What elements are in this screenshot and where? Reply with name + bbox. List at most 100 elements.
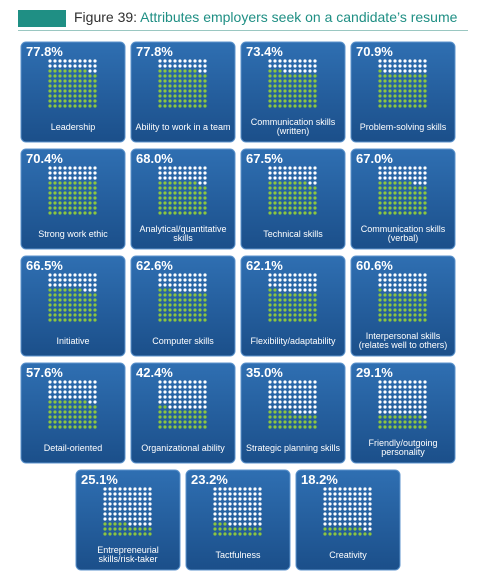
filled-dot [413, 303, 417, 307]
filled-dot [163, 405, 167, 409]
empty-dot [408, 283, 412, 287]
empty-dot [83, 385, 87, 389]
filled-dot [288, 74, 292, 78]
empty-dot [313, 283, 317, 287]
empty-dot [168, 283, 172, 287]
empty-dot [388, 400, 392, 404]
filled-dot [78, 318, 82, 322]
empty-dot [343, 512, 347, 516]
filled-dot [163, 196, 167, 200]
filled-dot [58, 211, 62, 215]
tile-attribute-label: skills [173, 233, 193, 243]
filled-dot [313, 94, 317, 98]
empty-dot [113, 492, 117, 496]
filled-dot [158, 196, 162, 200]
empty-dot [283, 390, 287, 394]
figure-rule [18, 30, 468, 31]
filled-dot [158, 206, 162, 210]
filled-dot [298, 308, 302, 312]
empty-dot [378, 390, 382, 394]
filled-dot [73, 94, 77, 98]
filled-dot [48, 84, 52, 88]
empty-dot [178, 176, 182, 180]
filled-dot [413, 415, 417, 419]
empty-dot [418, 166, 422, 170]
filled-dot [393, 181, 397, 185]
tile-attribute-label: Friendly/outgoing [368, 438, 437, 448]
empty-dot [423, 410, 427, 414]
filled-dot [158, 211, 162, 215]
empty-dot [418, 405, 422, 409]
filled-dot [268, 313, 272, 317]
filled-dot [398, 206, 402, 210]
empty-dot [323, 522, 327, 526]
filled-dot [63, 298, 67, 302]
empty-dot [363, 487, 367, 491]
filled-dot [198, 420, 202, 424]
empty-dot [398, 400, 402, 404]
tile-percent-label: 70.9% [356, 44, 393, 59]
filled-dot [303, 298, 307, 302]
empty-dot [293, 380, 297, 384]
filled-dot [423, 74, 427, 78]
filled-dot [398, 308, 402, 312]
tile-attribute-label: Communication skills [251, 117, 336, 127]
filled-dot [83, 201, 87, 205]
figure-caption: Figure 39: Attributes employers seek on … [74, 9, 457, 25]
filled-dot [293, 313, 297, 317]
empty-dot [268, 390, 272, 394]
filled-dot [163, 181, 167, 185]
filled-dot [408, 196, 412, 200]
filled-dot [73, 303, 77, 307]
filled-dot [408, 89, 412, 93]
empty-dot [293, 390, 297, 394]
empty-dot [378, 64, 382, 68]
filled-dot [83, 308, 87, 312]
empty-dot [303, 405, 307, 409]
empty-dot [328, 512, 332, 516]
empty-dot [133, 507, 137, 511]
empty-dot [298, 405, 302, 409]
filled-dot [378, 186, 382, 190]
filled-dot [278, 94, 282, 98]
empty-dot [278, 64, 282, 68]
filled-dot [308, 318, 312, 322]
filled-dot [73, 89, 77, 93]
filled-dot [188, 79, 192, 83]
empty-dot [393, 390, 397, 394]
filled-dot [58, 196, 62, 200]
filled-dot [53, 79, 57, 83]
empty-dot [243, 507, 247, 511]
empty-dot [248, 497, 252, 501]
empty-dot [173, 390, 177, 394]
empty-dot [423, 405, 427, 409]
filled-dot [383, 186, 387, 190]
filled-dot [168, 104, 172, 108]
filled-dot [128, 527, 132, 531]
empty-dot [243, 517, 247, 521]
empty-dot [298, 59, 302, 63]
filled-dot [183, 89, 187, 93]
empty-dot [223, 492, 227, 496]
filled-dot [388, 318, 392, 322]
filled-dot [288, 313, 292, 317]
filled-dot [188, 84, 192, 88]
empty-dot [198, 288, 202, 292]
filled-dot [203, 201, 207, 205]
empty-dot [68, 278, 72, 282]
filled-dot [378, 420, 382, 424]
filled-dot [48, 211, 52, 215]
filled-dot [163, 94, 167, 98]
filled-dot [193, 410, 197, 414]
tile-background [130, 148, 236, 250]
filled-dot [53, 288, 57, 292]
empty-dot [213, 502, 217, 506]
empty-dot [68, 64, 72, 68]
filled-dot [378, 191, 382, 195]
empty-dot [113, 502, 117, 506]
filled-dot [173, 99, 177, 103]
filled-dot [93, 84, 97, 88]
filled-dot [398, 211, 402, 215]
empty-dot [158, 171, 162, 175]
empty-dot [203, 390, 207, 394]
